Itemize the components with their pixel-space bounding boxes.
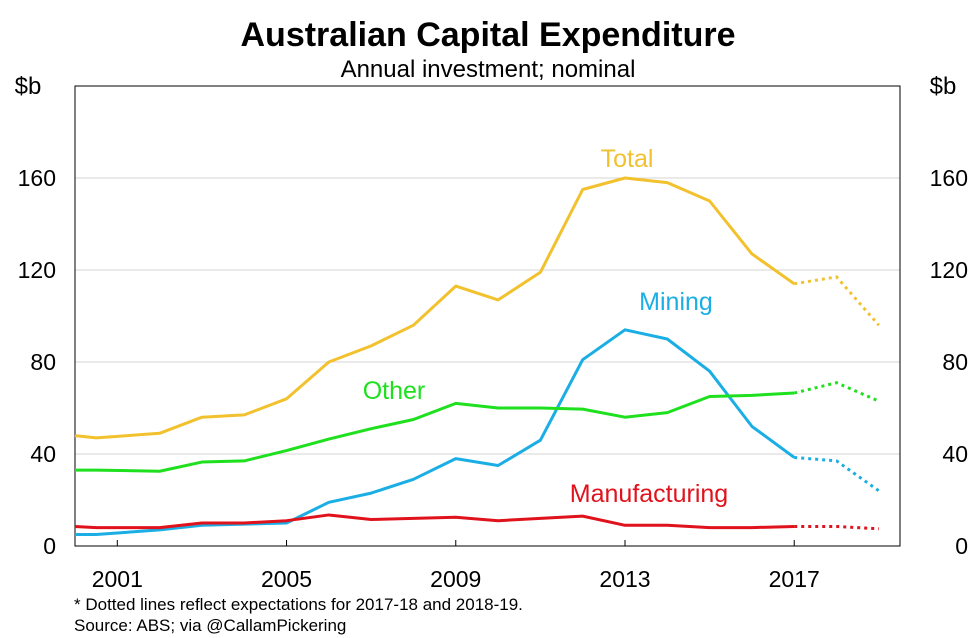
series-line-mining-expected	[794, 455, 880, 493]
series-lines	[74, 176, 880, 536]
x-tick-label: 2013	[599, 566, 650, 592]
footnote: * Dotted lines reflect expectations for …	[74, 595, 523, 614]
series-line-other	[75, 391, 795, 473]
y-tick-label-left: 80	[30, 349, 56, 375]
source-note: Source: ABS; via @CallamPickering	[74, 616, 346, 635]
left-axis-unit: $b	[15, 73, 42, 100]
y-tick-label-right: 80	[942, 349, 968, 375]
chart-title: Australian Capital Expenditure	[241, 16, 736, 54]
gridlines: 0 0 40 40 80 80 120 120 160 160	[18, 165, 968, 559]
x-tick-label: 2017	[769, 566, 820, 592]
series-line-total	[74, 176, 796, 440]
y-tick-label-right: 120	[930, 257, 968, 283]
x-axis-ticks: 2001 2005 2009 2013 2017	[92, 540, 820, 592]
series-line-total-expected	[793, 275, 880, 327]
x-tick-label: 2005	[261, 566, 312, 592]
right-axis-unit: $b	[930, 73, 957, 100]
series-label-other: Other	[363, 377, 426, 405]
series-label-total: Total	[601, 145, 654, 173]
y-tick-label-right: 160	[930, 165, 968, 191]
series-label-mining: Mining	[639, 288, 713, 316]
y-tick-label-left: 40	[30, 441, 56, 467]
y-tick-label-right: 40	[942, 441, 968, 467]
series-labels: Total Mining Other Manufacturing	[363, 145, 728, 508]
y-tick-label-left: 160	[18, 165, 56, 191]
series-line-mining	[75, 328, 796, 536]
series-line-manufacturing	[74, 513, 795, 530]
y-tick-label-right: 0	[955, 533, 968, 559]
chart-subtitle: Annual investment; nominal	[341, 56, 636, 83]
x-tick-label: 2009	[430, 566, 481, 592]
y-tick-label-left: 120	[18, 257, 56, 283]
series-line-manufacturing-expected	[794, 524, 879, 531]
plot-frame	[74, 85, 901, 547]
y-tick-label-left: 0	[43, 533, 56, 559]
series-label-manufacturing: Manufacturing	[570, 480, 728, 508]
x-tick-label: 2001	[92, 566, 143, 592]
series-line-other-expected	[793, 381, 880, 403]
